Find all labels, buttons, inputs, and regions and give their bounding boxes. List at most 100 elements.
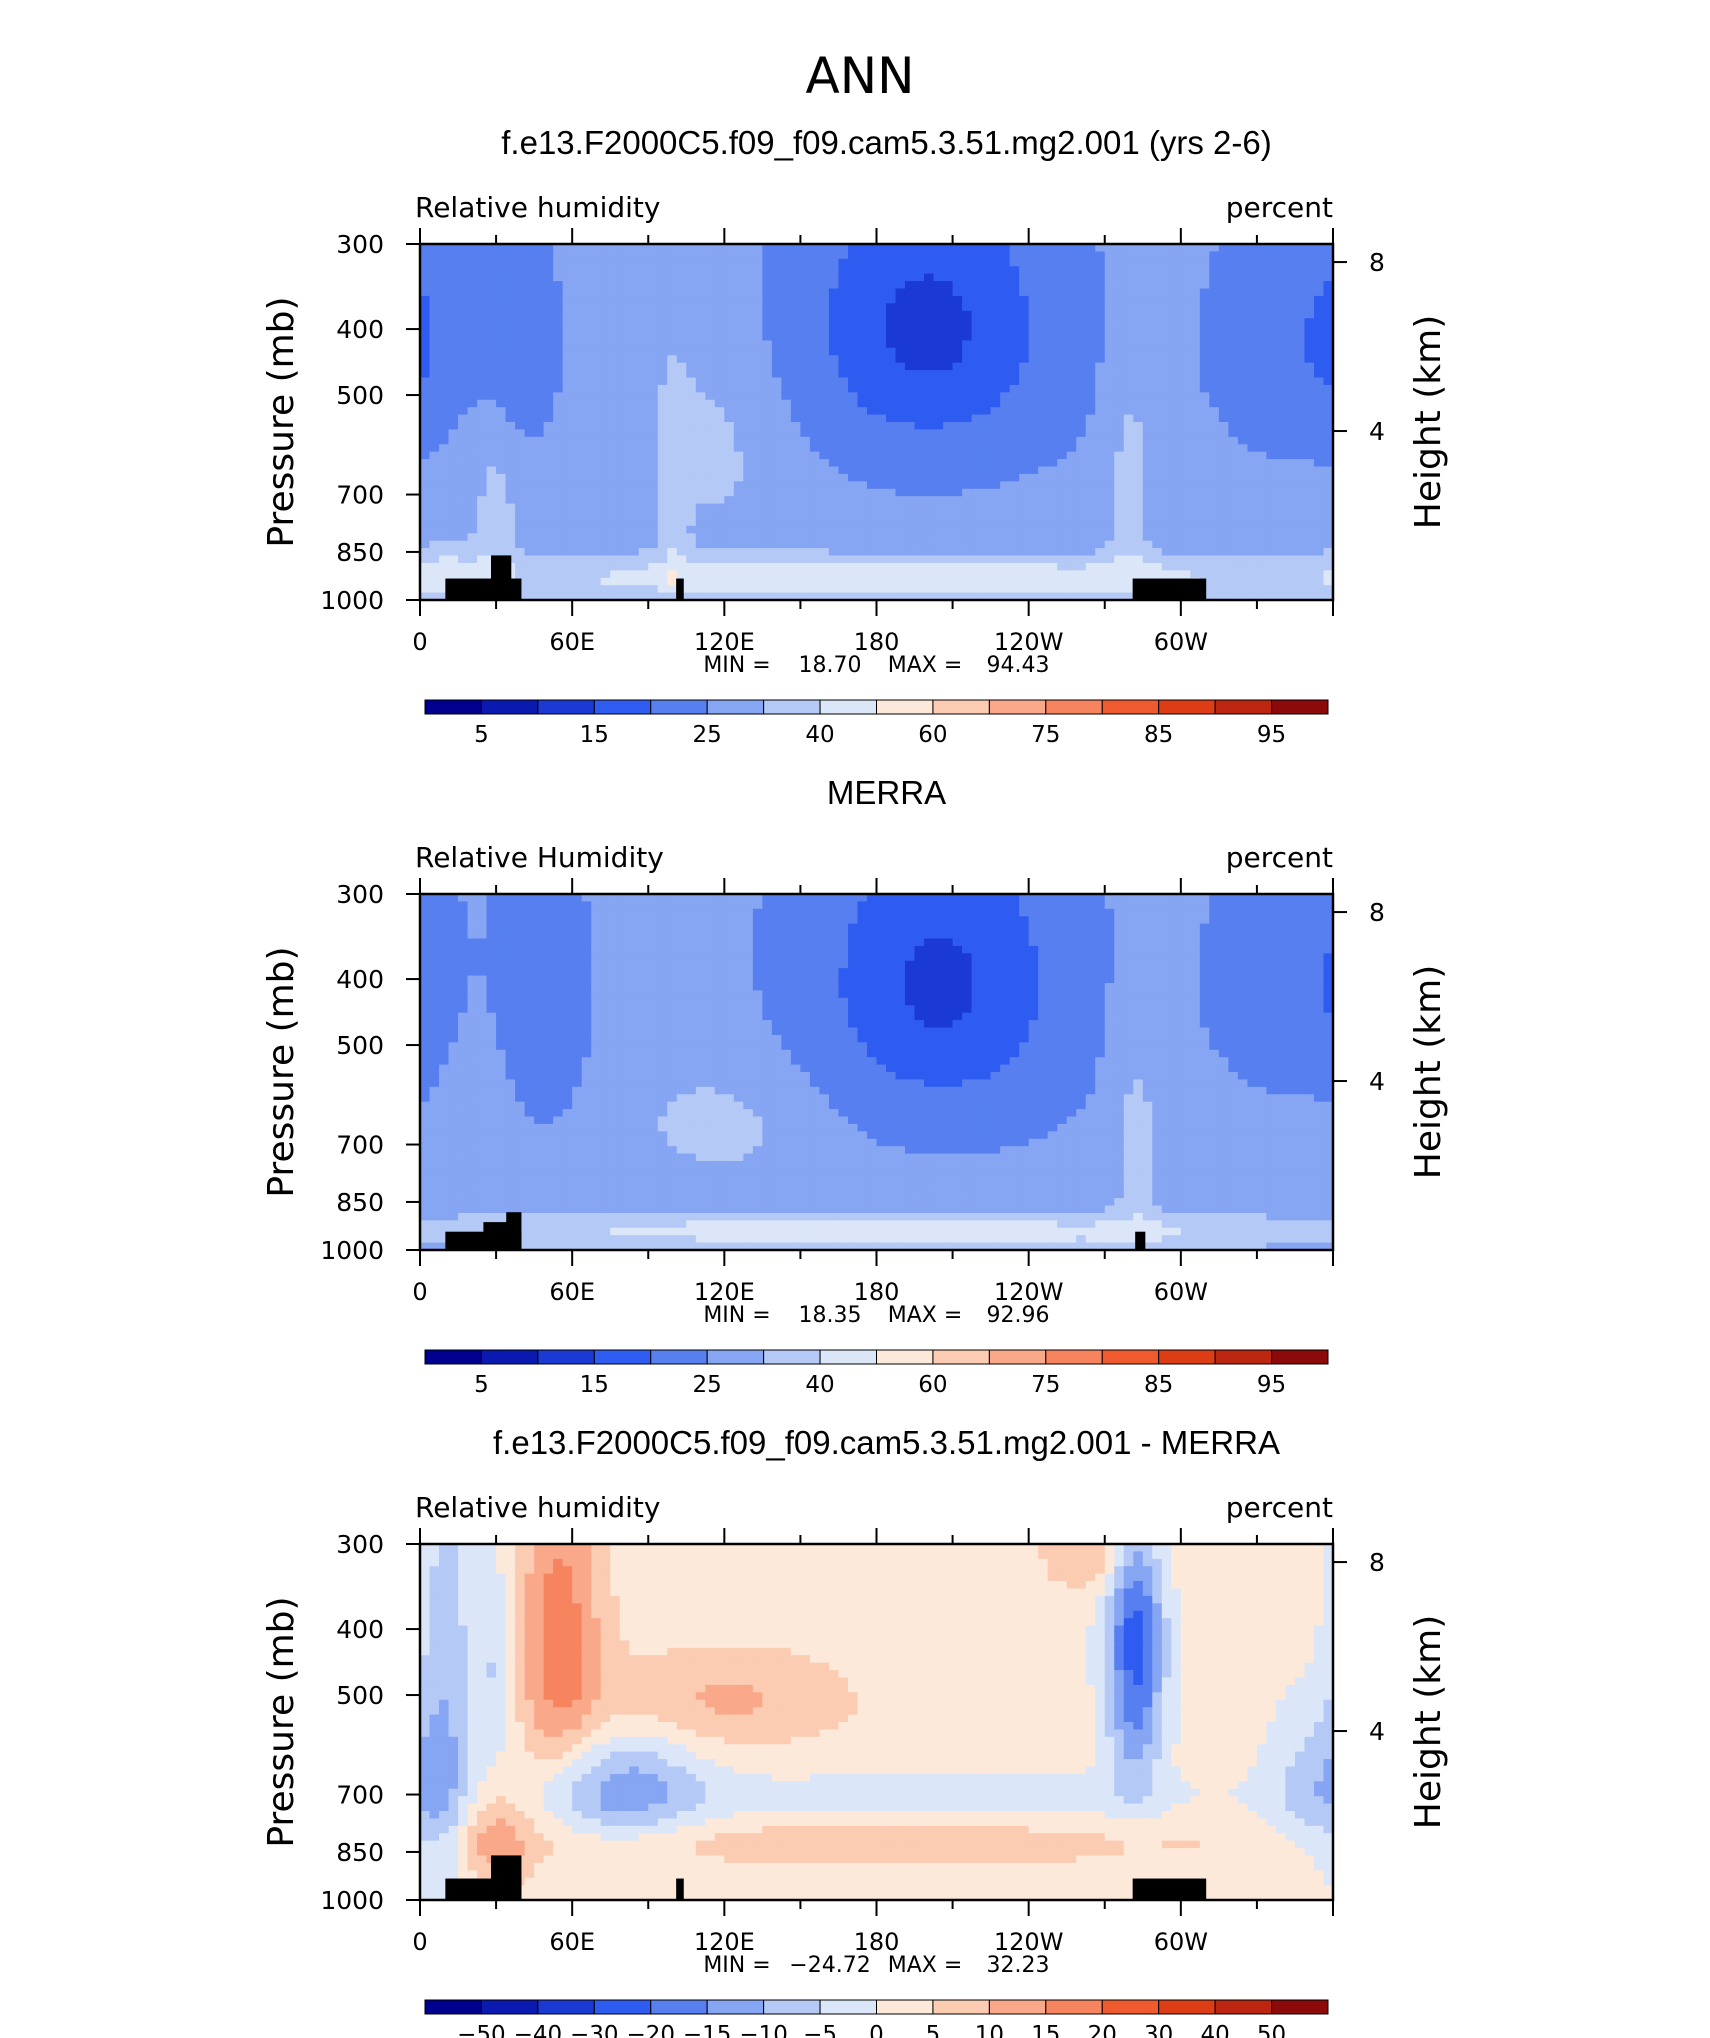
field-cell: [1304, 511, 1315, 520]
field-cell: [1142, 473, 1153, 482]
field-cell: [515, 244, 526, 253]
field-cell: [439, 1049, 450, 1058]
field-cell: [1028, 503, 1039, 512]
field-cell: [648, 525, 659, 534]
field-cell: [952, 295, 963, 304]
field-cell: [990, 244, 1001, 253]
field-cell: [420, 894, 431, 903]
field-cell: [448, 990, 459, 999]
field-cell: [876, 592, 887, 601]
field-cell: [1133, 310, 1144, 319]
field-cell: [1057, 466, 1068, 475]
field-cell: [933, 496, 944, 505]
field-cell: [1095, 592, 1106, 601]
field-cell: [866, 555, 878, 564]
field-cell: [1009, 333, 1020, 342]
field-cell: [1152, 518, 1163, 527]
field-cell: [1019, 310, 1030, 319]
field-cell: [581, 288, 592, 297]
field-cell: [1237, 244, 1249, 253]
field-cell: [581, 466, 592, 475]
field-cell: [1237, 503, 1249, 512]
field-cell: [828, 244, 840, 253]
field-cell: [667, 384, 678, 393]
field-cell: [1123, 555, 1134, 564]
field-cell: [1104, 540, 1115, 549]
field-cell: [819, 414, 830, 423]
field-cell: [1266, 511, 1277, 520]
field-cell: [600, 340, 611, 349]
field-cell: [1275, 325, 1287, 334]
field-cell: [1142, 481, 1153, 490]
field-cell: [914, 273, 925, 282]
field-cell: [420, 318, 431, 327]
field-cell: [1114, 473, 1125, 482]
field-cell: [1304, 488, 1315, 497]
field-cell: [857, 473, 868, 482]
field-cell: [496, 258, 507, 267]
field-cell: [1142, 407, 1153, 416]
field-cell: [1304, 473, 1315, 482]
field-cell: [458, 908, 469, 917]
field-cell: [809, 525, 821, 534]
field-cell: [1009, 548, 1020, 557]
field-cell: [1038, 577, 1049, 586]
field-cell: [657, 540, 668, 549]
field-cell: [1228, 592, 1239, 601]
field-cell: [1275, 562, 1287, 571]
field-cell: [667, 347, 678, 356]
field-cell: [657, 555, 668, 564]
field-cell: [543, 273, 554, 282]
field-cell: [439, 518, 450, 527]
field-cell: [619, 244, 630, 253]
field-cell: [1152, 392, 1163, 401]
field-cell: [1076, 422, 1087, 431]
field-cell: [771, 466, 782, 475]
field-cell: [486, 266, 497, 275]
field-cell: [439, 548, 450, 557]
field-cell: [895, 511, 906, 520]
field-cell: [1047, 384, 1058, 393]
field-cell: [857, 399, 868, 408]
field-cell: [1047, 592, 1058, 601]
field-cell: [1057, 473, 1068, 482]
field-cell: [1009, 355, 1020, 364]
field-cell: [600, 540, 611, 549]
field-cell: [648, 422, 659, 431]
field-cell: [895, 548, 906, 557]
field-cell: [1323, 459, 1334, 468]
field-cell: [743, 258, 754, 267]
field-cell: [847, 273, 859, 282]
field-cell: [1000, 518, 1011, 527]
field-cell: [1114, 251, 1125, 260]
field-cell: [591, 511, 602, 520]
field-cell: [496, 540, 507, 549]
field-cell: [1028, 318, 1039, 327]
field-cell: [629, 377, 640, 386]
field-cell: [1323, 251, 1334, 260]
field-cell: [1237, 414, 1249, 423]
field-cell: [809, 333, 821, 342]
field-cell: [1085, 473, 1096, 482]
field-cell: [952, 325, 963, 334]
field-cell: [1038, 592, 1049, 601]
field-cell: [1085, 244, 1096, 253]
field-cell: [1209, 399, 1220, 408]
field-cell: [1218, 355, 1229, 364]
field-cell: [1323, 422, 1334, 431]
field-cell: [420, 1057, 431, 1066]
field-cell: [1019, 333, 1030, 342]
y-tick-label: 300: [336, 230, 384, 259]
field-cell: [429, 1079, 440, 1088]
field-cell: [1190, 370, 1201, 379]
field-cell: [1019, 473, 1030, 482]
field-cell: [724, 555, 735, 564]
field-cell: [572, 384, 583, 393]
field-cell: [562, 525, 573, 534]
field-cell: [1123, 295, 1134, 304]
field-cell: [1028, 244, 1039, 253]
field-cell: [1199, 459, 1210, 468]
field-cell: [439, 562, 450, 571]
field-cell: [895, 340, 906, 349]
field-cell: [981, 503, 992, 512]
